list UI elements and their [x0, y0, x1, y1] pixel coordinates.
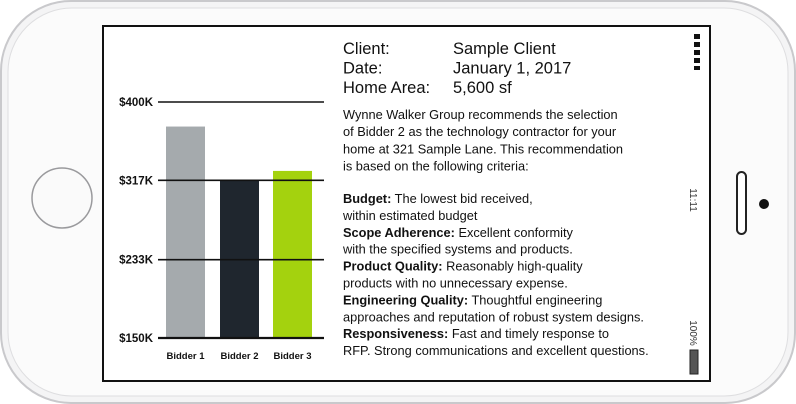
- criterion-text: products with no unnecessary expense.: [343, 276, 568, 291]
- detail-label: Client:: [343, 40, 390, 58]
- criterion-label: Budget:: [343, 191, 391, 206]
- detail-value: Sample Client: [453, 40, 556, 58]
- speaker: [737, 172, 746, 234]
- x-tick-label: Bidder 1: [166, 351, 205, 362]
- criterion-text: approaches and reputation of robust syst…: [343, 309, 644, 324]
- bar: [273, 171, 312, 338]
- detail-value: January 1, 2017: [453, 60, 571, 78]
- criterion-text: RFP. Strong communications and excellent…: [343, 343, 649, 358]
- criterion-label: Responsiveness:: [343, 326, 448, 341]
- criterion-line: Responsiveness: Fast and timely response…: [343, 326, 609, 341]
- criterion-label: Engineering Quality:: [343, 292, 468, 307]
- signal-dot: [694, 34, 700, 39]
- criterion-line: Scope Adherence: Excellent conformity: [343, 225, 574, 240]
- x-tick-label: Bidder 2: [220, 351, 258, 362]
- detail-label: Date:: [343, 60, 382, 78]
- criterion-text: Thoughtful engineering: [471, 292, 602, 307]
- x-tick-label: Bidder 3: [273, 351, 311, 362]
- criterion-text: The lowest bid received,: [395, 191, 533, 206]
- criterion-line: Budget: The lowest bid received,: [343, 191, 533, 206]
- intro-line: is based on the following criteria:: [343, 159, 529, 174]
- criterion-text: with the specified systems and products.: [342, 242, 573, 257]
- battery-icon: [690, 350, 698, 374]
- intro-line: Wynne Walker Group recommends the select…: [343, 107, 618, 122]
- intro-line: of Bidder 2 as the technology contractor…: [343, 124, 617, 139]
- criterion-line: Engineering Quality: Thoughtful engineer…: [343, 292, 602, 307]
- y-tick-label: $233K: [119, 255, 154, 267]
- criterion-text: Reasonably high-quality: [446, 259, 583, 274]
- criterion-text: Excellent conformity: [458, 225, 573, 240]
- signal-dot: [694, 50, 700, 55]
- intro-line: home at 321 Sample Lane. This recommenda…: [343, 141, 623, 156]
- detail-label: Home Area:: [343, 79, 430, 97]
- signal-dot: [694, 58, 700, 63]
- criterion-text: within estimated budget: [342, 208, 478, 223]
- signal-dot: [694, 66, 700, 70]
- status-battery: 100%: [687, 320, 698, 346]
- bar: [166, 127, 205, 338]
- criterion-line: Product Quality: Reasonably high-quality: [343, 259, 583, 274]
- y-tick-label: $150K: [119, 333, 154, 345]
- phone-screenshot: 11:11 100% Bidder 1 Bidder 2 Bidder 3 $150K…: [0, 0, 796, 404]
- camera: [759, 199, 769, 209]
- status-time: 11:11: [687, 188, 698, 212]
- criterion-label: Scope Adherence:: [343, 225, 455, 240]
- y-tick-label: $400K: [119, 97, 154, 109]
- detail-value: 5,600 sf: [453, 79, 512, 97]
- criterion-text: Fast and timely response to: [452, 326, 609, 341]
- y-tick-label: $317K: [119, 175, 154, 187]
- criterion-label: Product Quality:: [343, 259, 443, 274]
- signal-dot: [694, 42, 700, 47]
- home-button[interactable]: [32, 168, 92, 228]
